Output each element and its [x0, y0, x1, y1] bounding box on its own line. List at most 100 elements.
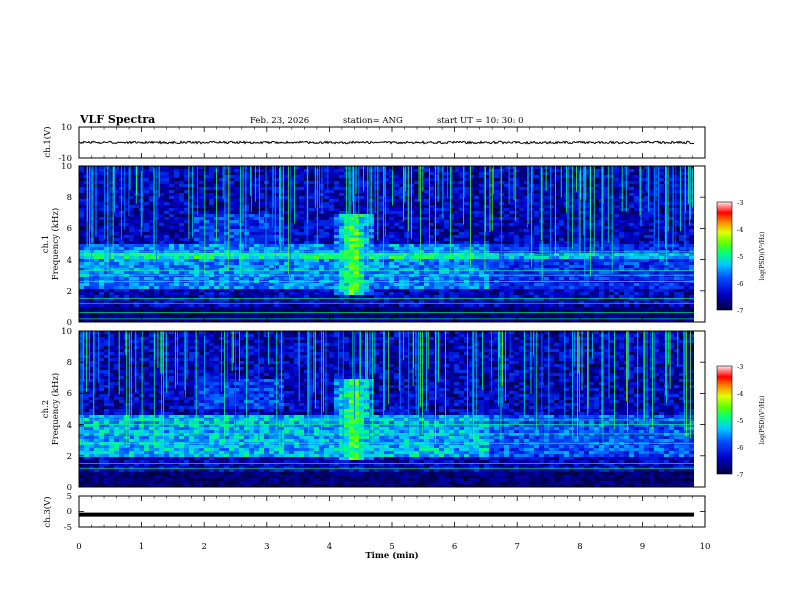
- spectrogram-cell: [359, 217, 364, 220]
- spectrogram-cell: [444, 307, 449, 310]
- spectrogram-cell: [499, 292, 504, 295]
- spectrogram-cell: [484, 316, 489, 319]
- spectrogram-cell: [84, 181, 89, 184]
- spectrogram-cell: [229, 166, 234, 169]
- spectrogram-cell: [304, 166, 309, 169]
- spectrogram-cell: [109, 241, 114, 244]
- spectrogram-cell: [334, 208, 339, 211]
- spectrogram-cell: [484, 286, 489, 289]
- spectrogram-cell: [349, 235, 354, 238]
- spectrogram-cell: [379, 238, 384, 241]
- spectrogram-cell: [114, 229, 119, 232]
- spectrogram-cell: [219, 295, 224, 298]
- spectrogram-cell: [389, 217, 394, 220]
- spectrogram-cell: [274, 238, 279, 241]
- spectrogram-cell: [529, 268, 534, 271]
- spectrogram-cell: [459, 286, 464, 289]
- spectrogram-cell: [284, 226, 289, 229]
- spectrogram-cell: [314, 271, 319, 274]
- spectrogram-cell: [254, 232, 259, 235]
- spectrogram-cell: [419, 271, 424, 274]
- spectrogram-cell: [424, 295, 429, 298]
- spectrogram-cell: [199, 199, 204, 202]
- spectrogram-cell: [514, 229, 519, 232]
- spectrogram-cell: [249, 259, 254, 262]
- spectrogram-cell: [94, 316, 99, 319]
- spectrogram-cell: [379, 193, 384, 196]
- spectrogram-cell: [404, 187, 409, 190]
- spectrogram-cell: [229, 253, 234, 256]
- spectrogram-cell: [184, 214, 189, 217]
- spectrogram-cell: [319, 295, 324, 298]
- spectrogram-cell: [399, 295, 404, 298]
- spectrogram-cell: [504, 235, 509, 238]
- spectrogram-cell: [184, 304, 189, 307]
- spectrogram-cell: [154, 289, 159, 292]
- spectrogram-cell: [244, 313, 249, 316]
- spectrogram-cell: [179, 202, 184, 205]
- spectrogram-cell: [349, 181, 354, 184]
- spectrogram-cell: [224, 289, 229, 292]
- spectrogram-cell: [484, 169, 489, 172]
- spectrogram-cell: [379, 283, 384, 286]
- spectrogram-cell: [484, 196, 489, 199]
- spectrogram-cell: [144, 310, 149, 313]
- spectrogram-cell: [229, 271, 234, 274]
- spectrogram-cell: [379, 295, 384, 298]
- spectrogram-cell: [289, 208, 294, 211]
- spectrogram-cell: [519, 268, 524, 271]
- spectrogram-cell: [424, 199, 429, 202]
- spectrogram-cell: [509, 217, 514, 220]
- spectrogram-cell: [364, 178, 369, 181]
- spectrogram-cell: [439, 298, 444, 301]
- spectrogram-cell: [514, 166, 519, 169]
- spectrogram-cell: [374, 268, 379, 271]
- spectrogram-cell: [294, 247, 299, 250]
- spectrogram-cell: [259, 292, 264, 295]
- spectrogram-cell: [294, 235, 299, 238]
- spectrogram-cell: [359, 307, 364, 310]
- spectrogram-cell: [159, 196, 164, 199]
- spectrogram-cell: [429, 190, 434, 193]
- spectrogram-cell: [524, 247, 529, 250]
- spectrogram-cell: [319, 175, 324, 178]
- spectrogram-cell: [484, 244, 489, 247]
- spectrogram-cell: [489, 319, 494, 322]
- spectrogram-cell: [479, 175, 484, 178]
- spectrogram-cell: [369, 295, 374, 298]
- spectrogram-cell: [274, 286, 279, 289]
- spectrogram-cell: [474, 208, 479, 211]
- spectrogram-cell: [99, 244, 104, 247]
- spectrogram-cell: [389, 283, 394, 286]
- spectrogram-cell: [424, 235, 429, 238]
- spectrogram-cell: [479, 301, 484, 304]
- spectrogram-cell: [469, 184, 474, 187]
- spectrogram-cell: [384, 235, 389, 238]
- spectrogram-cell: [159, 310, 164, 313]
- spectrogram-cell: [514, 289, 519, 292]
- spectrogram-cell: [79, 223, 84, 226]
- spectrogram-cell: [274, 223, 279, 226]
- spectrogram-cell: [174, 283, 179, 286]
- spectrogram-cell: [294, 181, 299, 184]
- spectrogram-cell: [129, 193, 134, 196]
- spectrogram-cell: [409, 238, 414, 241]
- spectrogram-cell: [519, 262, 524, 265]
- spectrogram-cell: [339, 304, 344, 307]
- spectrogram-cell: [129, 223, 134, 226]
- spectrogram-cell: [94, 286, 99, 289]
- spectrogram-cell: [324, 181, 329, 184]
- spectrogram-cell: [339, 244, 344, 247]
- spectrogram-cell: [364, 241, 369, 244]
- spectrogram-cell: [369, 253, 374, 256]
- spectrogram-cell: [359, 286, 364, 289]
- spectrogram-cell: [159, 319, 164, 322]
- spectrogram-cell: [509, 283, 514, 286]
- spectrogram-cell: [334, 301, 339, 304]
- spectrogram-cell: [179, 181, 184, 184]
- spectrogram-cell: [79, 298, 84, 301]
- spectrogram-cell: [189, 211, 194, 214]
- spectrogram-cell: [129, 244, 134, 247]
- spectrogram-cell: [114, 214, 119, 217]
- spectrogram-cell: [189, 301, 194, 304]
